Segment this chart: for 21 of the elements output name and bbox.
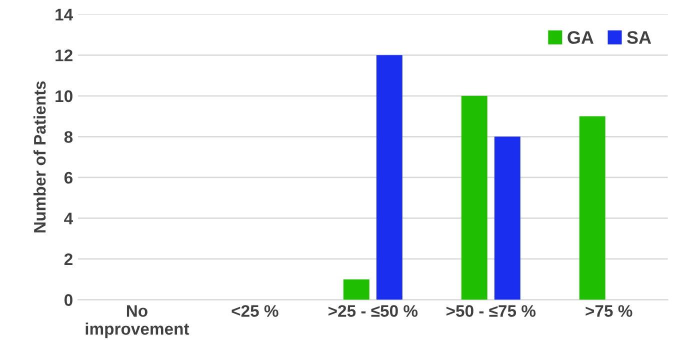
y-tick-label: 4: [64, 212, 74, 224]
y-tick-label: 12: [56, 50, 72, 62]
bar: [343, 279, 370, 300]
y-tick-label: 0: [64, 294, 72, 306]
y-tick-label: 2: [64, 253, 72, 266]
bar: [494, 136, 520, 300]
bar: [579, 116, 606, 300]
y-axis-title: Number of Patients: [33, 81, 46, 232]
bar: [461, 96, 488, 300]
y-tick-label: 6: [64, 172, 73, 184]
x-tick-label: No improvement: [86, 305, 190, 338]
x-tick-label: <25 %: [232, 305, 278, 317]
y-tick-label: 10: [56, 90, 72, 102]
x-tick-label: >75 %: [586, 305, 632, 317]
y-tick-label: 8: [64, 131, 73, 143]
legend-label: SA: [627, 31, 652, 44]
bar: [376, 55, 402, 300]
legend-label: GA: [568, 31, 594, 44]
y-tick-label: 14: [56, 8, 74, 20]
x-tick-label: >25 - ≤50 %: [328, 305, 418, 317]
x-tick-label: >50 - ≤75 %: [446, 305, 536, 317]
